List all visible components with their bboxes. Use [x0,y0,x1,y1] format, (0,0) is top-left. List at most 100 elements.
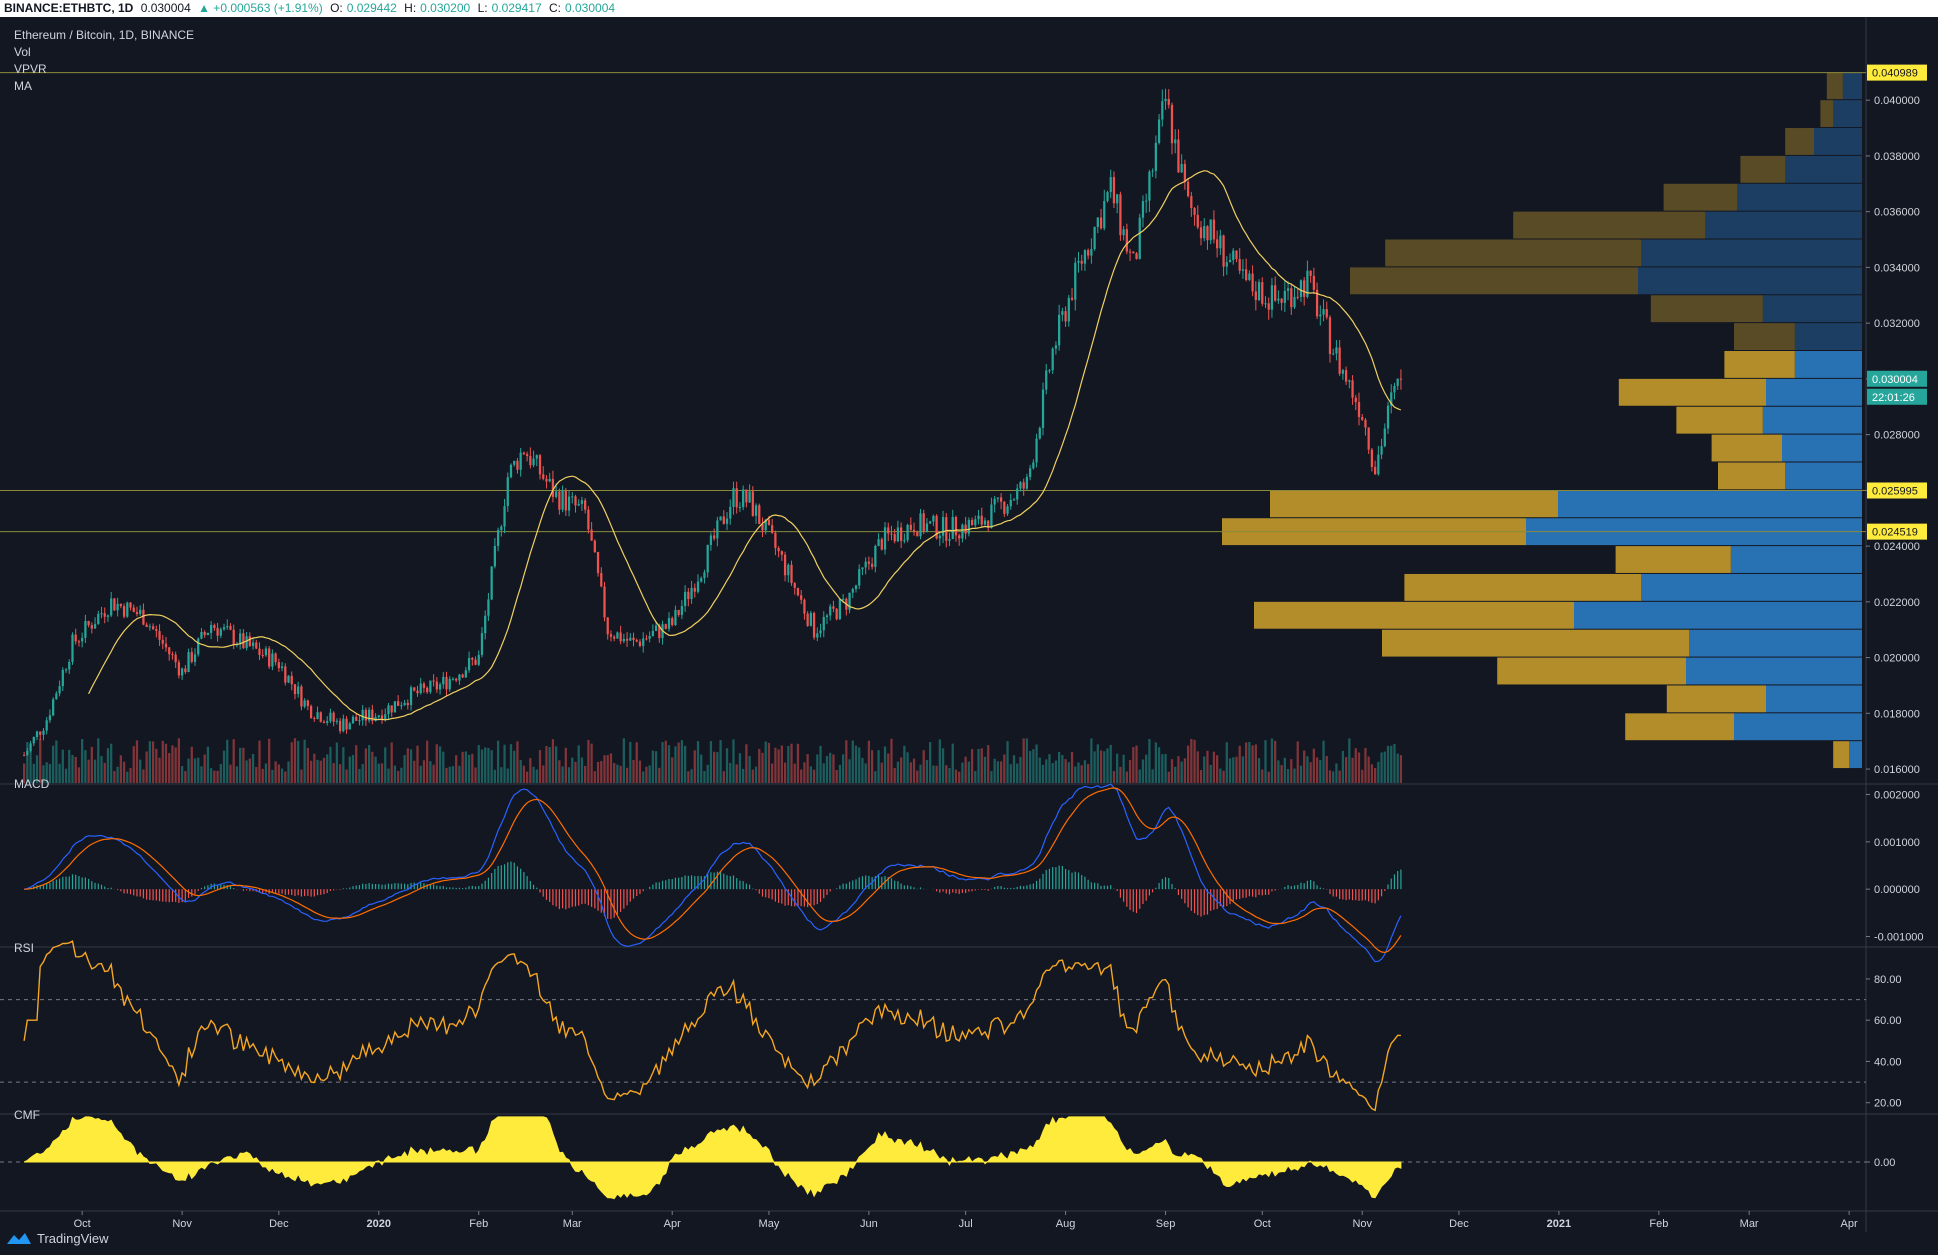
candle-body [1296,296,1299,298]
volume-bar [1241,756,1245,783]
volume-bar [1003,754,1006,783]
candle-body [1238,258,1241,271]
volume-bar [1257,758,1261,783]
candle-body [1090,249,1093,256]
cmf-label[interactable]: CMF [14,1108,40,1122]
candle-body [693,587,696,592]
candle-body [1390,392,1393,406]
macd-axis-label: 0.001000 [1874,837,1920,849]
candle-body [713,535,716,539]
candle-body [683,591,687,607]
time-axis-label: 2021 [1547,1218,1571,1230]
volume-bar [126,771,129,783]
volume-bar [667,745,671,783]
candle-body [374,716,377,721]
volume-bar [954,769,958,783]
candle-body [1183,164,1187,182]
volume-bar [519,759,522,783]
time-axis-label: Dec [269,1218,289,1230]
vpvr-sell-bar [1833,741,1850,769]
candle-body [671,618,674,625]
indicator-vpvr[interactable]: VPVR [14,62,47,76]
symbol-header: BINANCE:ETHBTC, 1D 0.030004 ▲ +0.000563 … [0,0,1938,17]
volume-bar [677,742,680,783]
volume-bar [658,767,661,783]
candle-body [190,652,193,662]
volume-bar [148,741,151,783]
candle-body [822,617,825,631]
candle-body [416,690,419,694]
volume-bar [977,748,980,783]
macd-label[interactable]: MACD [14,777,50,791]
candle-body [538,455,542,475]
candle-body [264,648,268,656]
indicator-ma[interactable]: MA [14,79,32,93]
candle-body [938,535,941,539]
candle-body [1277,298,1280,301]
volume-bar [638,760,642,783]
volume-bar [922,750,925,783]
volume-bar [348,756,351,783]
volume-bar [293,738,297,783]
candle-body [1045,370,1048,390]
chart-area[interactable]: 0.040000 0.038000 0.036000 0.034000 0.032000… [0,17,1938,1255]
candle-body [999,497,1003,502]
candle-body [725,518,729,524]
volume-bar [364,748,368,783]
tradingview-brand[interactable]: TradingView [6,1228,109,1248]
candle-body [780,551,783,555]
candle-body [480,633,484,655]
volume-bar [742,768,745,783]
candle-body [945,517,948,541]
volume-bar [1048,754,1051,783]
volume-bar [432,764,435,783]
candle-body [958,535,961,539]
candle-body [1170,104,1174,144]
rsi-label[interactable]: RSI [14,941,34,955]
candlesticks[interactable] [22,88,1403,757]
candle-body [503,506,506,527]
candle-body [1077,260,1080,263]
volume-bar [945,765,948,783]
volume-bar [587,739,590,783]
volume-bar [1093,751,1096,783]
high-value: 0.030200 [420,1,471,15]
volume-bar [206,746,210,783]
volume-bar [300,769,303,783]
candle-body [803,599,806,614]
volume-bar [151,741,155,783]
candle-body [961,524,964,539]
volume-bar [480,749,484,783]
candle-body [951,516,954,540]
candle-body [1322,309,1325,315]
candle-body [964,524,967,534]
vpvr-sell-bar [1734,323,1795,351]
candle-body [1087,250,1090,256]
candle-body [887,527,890,534]
volume-bar [874,771,877,783]
volume-bar [413,760,416,783]
candle-body [1245,269,1248,281]
candle-body [210,625,213,633]
volume-bar [1206,750,1209,783]
volume-bar [764,741,767,783]
candle-body [1009,499,1012,507]
candle-body [677,609,680,615]
candle-body [900,527,903,541]
volume-bar [713,751,716,783]
volume-bar [974,771,977,783]
candle-body [996,497,1000,499]
symbol-name[interactable]: BINANCE:ETHBTC, 1D [4,1,134,15]
vpvr-sell-bar [1740,155,1786,183]
volume-bar [48,763,52,783]
candle-body [1080,260,1083,264]
indicator-vol[interactable]: Vol [14,45,31,59]
candle-body [355,716,358,721]
volume-bar [1116,753,1119,783]
volume-bar [1364,748,1367,783]
volume-bar [887,753,890,783]
candle-body [809,612,812,626]
volume-bar [129,768,132,783]
candle-body [590,529,593,541]
volume-bar [416,745,419,783]
